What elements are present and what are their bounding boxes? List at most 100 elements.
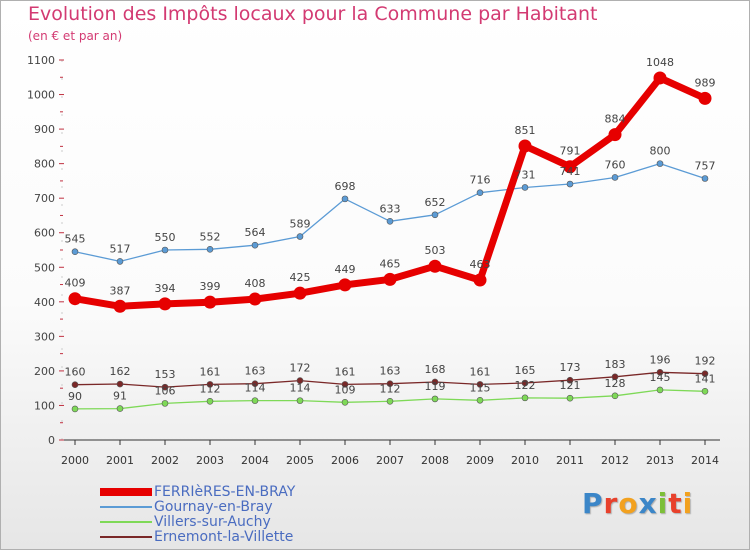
x-tick-label: 2007 [376, 454, 404, 467]
data-label: 800 [650, 145, 671, 158]
x-tick-label: 2011 [556, 454, 584, 467]
data-label: 122 [515, 379, 536, 392]
data-point [431, 378, 439, 386]
data-label: 545 [65, 233, 86, 246]
x-tick-label: 2012 [601, 454, 629, 467]
data-point [386, 218, 394, 225]
x-tick-label: 2008 [421, 454, 449, 467]
data-label: 192 [695, 355, 716, 368]
logo-letter: i [682, 487, 694, 520]
data-point [206, 381, 214, 388]
data-label: 851 [515, 124, 536, 137]
data-label: 141 [695, 372, 716, 385]
data-label: 160 [65, 366, 86, 379]
data-label: 114 [290, 382, 311, 395]
legend-label: Villers-sur-Auchy [154, 514, 271, 530]
data-point [206, 398, 214, 405]
data-point [518, 139, 532, 153]
data-label: 552 [200, 230, 221, 243]
data-label: 425 [290, 271, 311, 284]
legend-label: Ernemont-la-Villette [154, 529, 294, 545]
data-point [338, 278, 352, 292]
y-tick-label: 800 [34, 158, 55, 171]
data-point [161, 383, 169, 391]
y-tick-label: 1100 [27, 54, 55, 67]
x-tick-label: 2014 [691, 454, 719, 467]
data-point [248, 292, 262, 306]
data-point [116, 258, 124, 265]
x-tick-label: 2009 [466, 454, 494, 467]
data-label: 394 [155, 282, 176, 295]
data-label: 162 [110, 365, 131, 378]
data-label: 161 [200, 365, 221, 378]
data-label: 165 [515, 364, 536, 377]
logo-letter: r [603, 487, 619, 520]
data-point [71, 248, 79, 256]
data-point [296, 397, 304, 404]
y-tick-label: 700 [34, 192, 55, 205]
data-label: 633 [380, 202, 401, 215]
data-label: 163 [380, 365, 401, 378]
logo-letter: x [638, 487, 658, 520]
data-label: 409 [65, 277, 86, 290]
x-tick-label: 2006 [331, 454, 359, 467]
data-point [341, 195, 349, 203]
y-tick-label: 600 [34, 227, 55, 240]
legend-label: FERRIèRES-EN-BRAY [154, 484, 296, 500]
data-point [653, 71, 667, 85]
data-point [386, 380, 394, 387]
x-tick-label: 2013 [646, 454, 674, 467]
data-point [656, 386, 664, 394]
data-label: 153 [155, 368, 176, 381]
data-label: 173 [560, 361, 581, 374]
y-tick-label: 900 [34, 123, 55, 136]
data-point [341, 381, 349, 388]
chart-subtitle: (en € et par an) [28, 29, 123, 43]
data-point [608, 128, 622, 142]
data-point [476, 396, 484, 404]
data-point [701, 370, 709, 377]
data-point [698, 91, 712, 105]
data-label: 731 [515, 168, 536, 181]
data-label: 128 [605, 377, 626, 390]
data-label: 1048 [646, 56, 674, 69]
data-label: 119 [425, 380, 446, 393]
data-label: 884 [605, 113, 626, 126]
data-label: 408 [245, 277, 266, 290]
data-label: 163 [245, 365, 266, 378]
data-label: 106 [155, 384, 176, 397]
y-tick-label: 500 [34, 261, 55, 274]
logo-letter: P [582, 487, 604, 520]
data-point [161, 246, 169, 254]
data-point [116, 405, 124, 412]
data-point [113, 299, 127, 313]
data-label: 183 [605, 358, 626, 371]
x-tick-label: 2010 [511, 454, 539, 467]
x-tick-label: 2000 [61, 454, 89, 467]
data-point [203, 295, 217, 309]
data-point [296, 377, 304, 384]
data-point [701, 175, 709, 182]
data-label: 741 [560, 165, 581, 178]
data-label: 91 [113, 390, 127, 403]
data-point [566, 376, 574, 384]
data-point [428, 259, 442, 273]
data-label: 589 [290, 218, 311, 231]
data-point [521, 394, 529, 402]
data-label: 90 [68, 390, 82, 403]
data-point [656, 160, 664, 167]
proxiti-logo[interactable]: Proxiti [582, 487, 693, 520]
data-point [296, 233, 304, 240]
data-label: 121 [560, 379, 581, 392]
data-point [611, 392, 619, 400]
x-tick-label: 2005 [286, 454, 314, 467]
data-point [206, 246, 214, 253]
legend-label: Gournay-en-Bray [154, 499, 273, 515]
data-point [251, 380, 259, 387]
data-point [68, 292, 82, 306]
data-point [383, 272, 397, 286]
data-label: 112 [200, 382, 221, 395]
legend-swatch [100, 536, 152, 538]
data-point [71, 405, 79, 413]
